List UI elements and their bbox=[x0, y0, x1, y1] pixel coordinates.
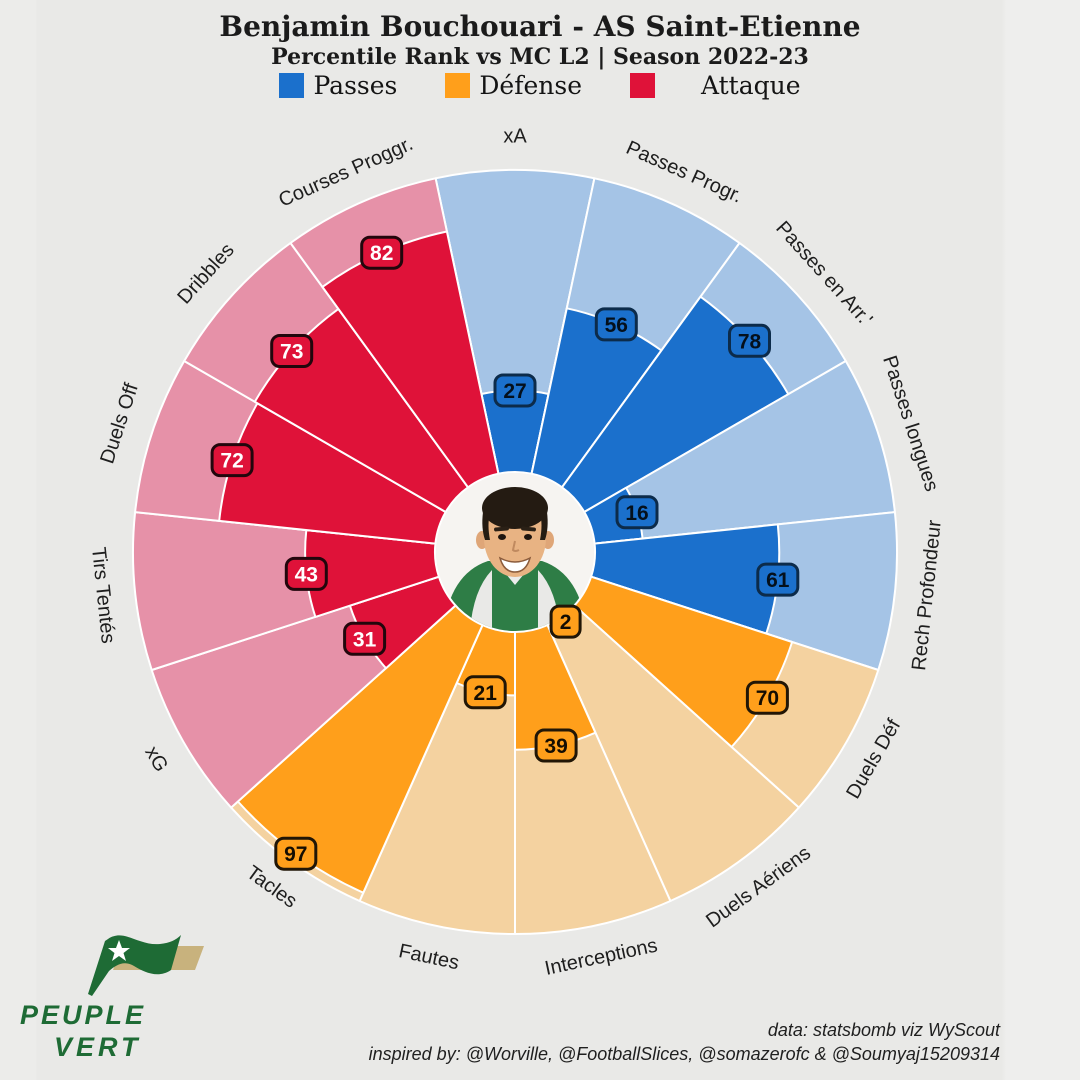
slice-fill-courses-proggr bbox=[321, 230, 500, 489]
page-title: Benjamin Bouchouari - AS Saint-Etienne bbox=[219, 10, 861, 43]
value-badge-text-duels-off: 72 bbox=[220, 450, 243, 473]
legend-swatch-passes-icon bbox=[279, 72, 305, 98]
value-badge-tirs-tent-s: 43 bbox=[284, 556, 328, 591]
legend-label-passes: Passes bbox=[313, 70, 398, 100]
data-credit: data: statsbomb viz WyScout bbox=[767, 1020, 1000, 1040]
credits: data: statsbomb viz WyScout inspired by:… bbox=[369, 1018, 1000, 1066]
slice-label-interceptions: Interceptions bbox=[543, 935, 660, 980]
value-badge-box-tirs-tent-s bbox=[284, 556, 328, 591]
value-badge-passes-progr: 56 bbox=[594, 307, 638, 342]
value-badge-text-courses-proggr: 82 bbox=[370, 242, 393, 265]
legend-swatch-attaque-icon bbox=[630, 72, 655, 98]
slice-label-duels-off: Duels Off bbox=[96, 380, 143, 466]
flag-icon bbox=[88, 935, 204, 996]
legend-label-attaque: Attaque bbox=[701, 70, 801, 100]
value-badge-box-duels-off bbox=[210, 443, 254, 478]
legend-item-attaque: Attaque bbox=[630, 71, 801, 100]
value-badge-text-duels-d-f: 70 bbox=[756, 687, 779, 710]
legend: Passes Défense Attaque bbox=[0, 68, 1080, 102]
value-badge-box-passes-longues bbox=[615, 495, 659, 530]
value-badge-text-passes-en-arr: 78 bbox=[738, 330, 762, 353]
value-badge-passes-en-arr: 78 bbox=[728, 323, 771, 358]
value-badge-duels-off: 72 bbox=[210, 443, 254, 478]
value-badge-box-courses-proggr bbox=[360, 235, 404, 270]
value-badge-box-passes-en-arr bbox=[728, 323, 771, 358]
brand-name-line1: PEUPLE bbox=[20, 1000, 147, 1030]
value-badge-text-duels-a-riens: 2 bbox=[560, 611, 572, 634]
value-badge-box-dribbles bbox=[270, 334, 314, 368]
value-badge-text-dribbles: 73 bbox=[280, 341, 303, 364]
page-subtitle: Percentile Rank vs MC L2 | Season 2022-2… bbox=[271, 44, 809, 70]
value-badge-text-passes-longues: 16 bbox=[625, 502, 648, 525]
slice-label-rech-profondeur: Rech Profondeur bbox=[908, 519, 946, 672]
star-icon bbox=[108, 940, 130, 961]
value-badge-text-tacles: 97 bbox=[284, 843, 307, 866]
slice-label-xg: xG bbox=[140, 743, 172, 776]
brand-logo: PEUPLE VERT bbox=[16, 932, 216, 1063]
value-badge-box-fautes bbox=[463, 675, 507, 710]
value-badge-box-tacles bbox=[274, 836, 318, 871]
value-badge-courses-proggr: 82 bbox=[360, 235, 404, 270]
value-badge-duels-a-riens: 2 bbox=[549, 604, 582, 639]
slice-label-fautes: Fautes bbox=[397, 940, 461, 974]
brand-name-line2: VERT bbox=[54, 1032, 142, 1062]
value-badges: 27 56 78 16 61 70 2 39 21 97 31 43 72 73 82 bbox=[210, 235, 800, 871]
legend-item-defense: Défense bbox=[445, 71, 582, 100]
value-badge-text-passes-progr: 56 bbox=[605, 314, 628, 337]
value-badge-text-interceptions: 39 bbox=[544, 735, 567, 758]
value-badge-text-tirs-tent-s: 43 bbox=[295, 563, 318, 586]
value-badge-text-fautes: 21 bbox=[474, 682, 498, 705]
value-badge-box-xa bbox=[493, 373, 537, 408]
value-badge-xg: 31 bbox=[343, 621, 387, 656]
legend-item-passes: Passes bbox=[279, 71, 397, 100]
value-badge-box-rech-profondeur bbox=[756, 562, 800, 597]
value-badge-text-xg: 31 bbox=[353, 628, 377, 651]
value-badge-interceptions: 39 bbox=[534, 728, 578, 763]
slice-fill-tacles bbox=[236, 604, 484, 894]
value-badge-box-passes-progr bbox=[594, 307, 638, 342]
value-badge-text-xa: 27 bbox=[503, 380, 526, 403]
value-badge-passes-longues: 16 bbox=[615, 495, 659, 530]
value-badge-box-duels-a-riens bbox=[549, 604, 582, 639]
value-badge-box-interceptions bbox=[534, 728, 578, 763]
slice-label-xa: xA bbox=[503, 125, 527, 147]
slice-label-tirs-tent-s: Tirs Tentés bbox=[87, 546, 119, 644]
legend-label-defense: Défense bbox=[479, 70, 582, 100]
flag-shape bbox=[88, 935, 181, 996]
value-badge-dribbles: 73 bbox=[270, 334, 314, 368]
value-badge-xa: 27 bbox=[493, 373, 537, 408]
value-badge-duels-d-f: 70 bbox=[745, 680, 789, 715]
inspired-credit: inspired by: @Worville, @FootballSlices,… bbox=[368, 1044, 1000, 1064]
legend-swatch-defense-icon bbox=[445, 72, 471, 98]
value-badge-rech-profondeur: 61 bbox=[756, 562, 800, 597]
value-badge-box-duels-d-f bbox=[745, 680, 789, 715]
value-badge-fautes: 21 bbox=[463, 675, 507, 710]
value-badge-box-xg bbox=[343, 621, 387, 656]
value-badge-text-rech-profondeur: 61 bbox=[766, 569, 790, 592]
value-badge-tacles: 97 bbox=[274, 836, 318, 871]
